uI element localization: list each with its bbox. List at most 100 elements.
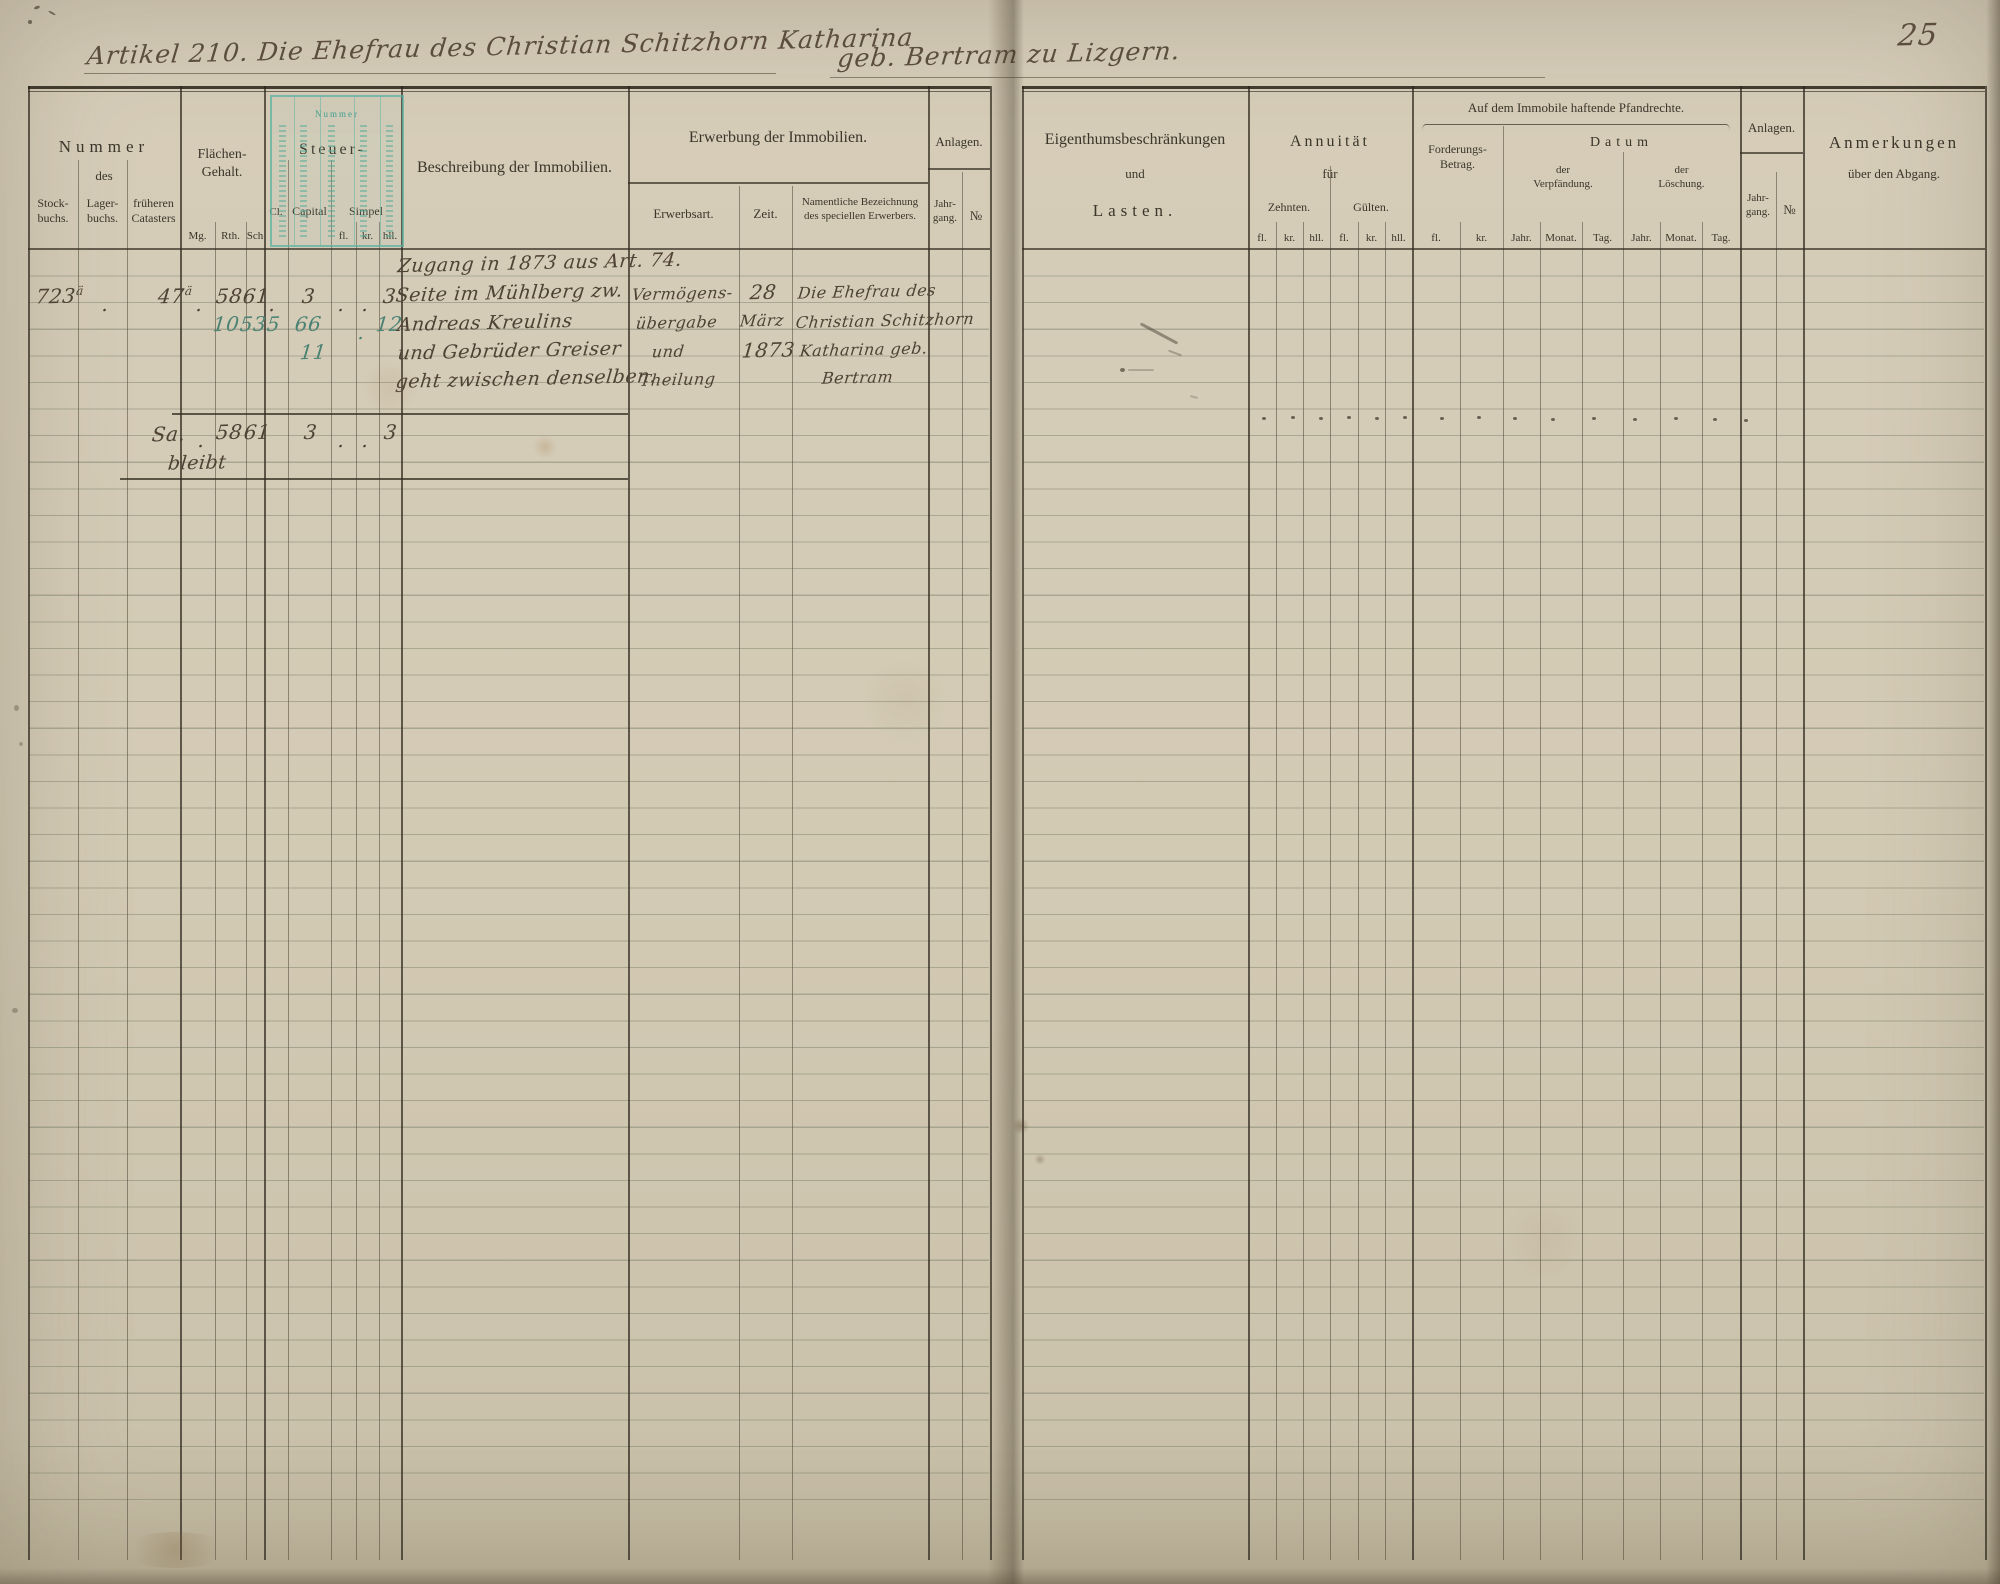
header-lagerbuchs: Lager- buchs. (86, 196, 119, 225)
stamp-line (380, 97, 381, 245)
header-guelten: Gülten. (1353, 200, 1389, 214)
grid-line (990, 86, 992, 1560)
entry-zeit-monat: März (738, 310, 786, 331)
entry-green-capital: 66 (293, 311, 323, 337)
header-eigenthumsbeschraenkungen: Eigenthumsbeschränkungen (1044, 131, 1226, 148)
ditto-dot (1592, 417, 1596, 420)
header-sch: Sch (246, 230, 264, 242)
grid-line (1660, 222, 1661, 1560)
entry-erwerbsart-1: Vermögens- (630, 282, 734, 305)
grid-line (172, 413, 628, 415)
grid-line (1985, 86, 1987, 1560)
header-zehnten-fl: fl. (1257, 232, 1267, 244)
pfandrechte-brace (1422, 124, 1730, 132)
margin-speck (12, 1008, 18, 1013)
header-verpf-tag: Tag. (1592, 232, 1613, 244)
entry-summe-sch: 61 (242, 419, 272, 445)
ditto-dot (1403, 416, 1407, 419)
stamp-vertical-text (386, 125, 393, 237)
header-zehnten-kr: kr. (1283, 232, 1296, 244)
grid-line (401, 86, 403, 1560)
stamp-line (354, 97, 355, 245)
entry-green-sch: 53 (238, 311, 268, 337)
header-zehnten-hll: hll. (1309, 232, 1324, 244)
grid-line (379, 222, 380, 1560)
header-loesch-tag: Tag. (1711, 232, 1731, 244)
entry-erwerber-1: Die Ehefrau des (796, 280, 937, 303)
entry-erwerber-4: Bertram (820, 367, 895, 388)
ditto-dot (1513, 417, 1517, 420)
grid-line (1540, 222, 1541, 1560)
ditto-dot (1477, 416, 1481, 419)
stamp-line (320, 97, 321, 245)
grid-line (1303, 222, 1304, 1560)
ditto-dot (1440, 417, 1444, 420)
grid-line (1022, 86, 1985, 89)
paper-stain (532, 436, 558, 458)
paper-stain (860, 660, 950, 740)
grid-line (1582, 222, 1583, 1560)
ditto-dot (1551, 418, 1555, 421)
header-erwerbsart: Erwerbsart. (653, 206, 714, 221)
stamp-vertical-text (360, 125, 367, 237)
paper-stain (1012, 1118, 1030, 1134)
grid-line (1740, 86, 1742, 1560)
page-edge (1986, 0, 2000, 1584)
ruled-lines-left (29, 250, 989, 1522)
grid-line (1702, 222, 1703, 1560)
entry-rth-1: 58 (214, 283, 244, 309)
margin-speck (14, 705, 19, 711)
grid-line (1460, 222, 1461, 1560)
margin-speck (19, 742, 23, 746)
grid-line (28, 86, 30, 1560)
grid-line (1385, 222, 1386, 1560)
entry-green-cl: 5 (265, 311, 282, 337)
grid-line (1740, 152, 1803, 154)
entry-capital-1: 3 (300, 283, 317, 309)
entry-green-capital-2: 11 (298, 339, 328, 365)
header-flaechen-gehalt: Flächen- Gehalt. (197, 147, 247, 180)
header-nummer-des: des (95, 168, 113, 183)
header-zeit: Zeit. (753, 206, 778, 221)
grid-line (356, 222, 357, 1560)
binding-gutter (988, 0, 1024, 1584)
header-frueheren-catasters: früheren Catasters (131, 196, 176, 225)
header-rth: Rth. (221, 230, 240, 242)
header-mg: Mg. (188, 230, 207, 242)
entry-erwerbsart-3: und (651, 341, 686, 362)
header-datum: Datum (1589, 135, 1654, 150)
ditto-dot (1713, 418, 1717, 421)
grid-line (1358, 222, 1359, 1560)
header-nummer: Nummer (58, 137, 150, 156)
grid-line (1412, 86, 1414, 1560)
grid-line (1623, 152, 1624, 1560)
page-number: 25 (1896, 17, 1940, 54)
ditto-dot (1744, 419, 1748, 422)
header-verpfaendung: der Verpfändung. (1533, 164, 1593, 190)
stamp-label: Nummer (315, 109, 359, 119)
grid-line (1803, 86, 1805, 1560)
entry-summe-rth: 58 (214, 419, 244, 445)
ditto-dot (1262, 417, 1266, 420)
ink-speck (28, 20, 32, 24)
ditto-dot (1347, 416, 1351, 419)
ink-speck (48, 10, 56, 16)
grid-line (215, 222, 216, 1560)
stamp-vertical-text (300, 125, 307, 237)
paper-stain (1500, 1200, 1590, 1280)
header-kr: kr. (361, 230, 374, 242)
entry-summe-capital: 3 (302, 419, 319, 445)
header-nr-left: № (969, 208, 983, 223)
header-stockbuchs: Stock- buchs. (37, 196, 69, 225)
entry-erwerbsart-2: übergabe (634, 312, 719, 333)
tax-office-stamp: Nummer (270, 95, 404, 247)
header-forderung-fl: fl. (1431, 232, 1441, 244)
ink-smudge (1128, 369, 1154, 371)
header-verpf-jahr: Jahr. (1511, 232, 1532, 244)
header-annuitaet: Annuität (1290, 133, 1370, 150)
header-jahrgang-right: Jahr- gang. (1745, 192, 1771, 218)
grid-line (78, 160, 79, 1560)
header-forderung-kr: kr. (1475, 232, 1488, 244)
paper-stain (120, 1532, 230, 1568)
